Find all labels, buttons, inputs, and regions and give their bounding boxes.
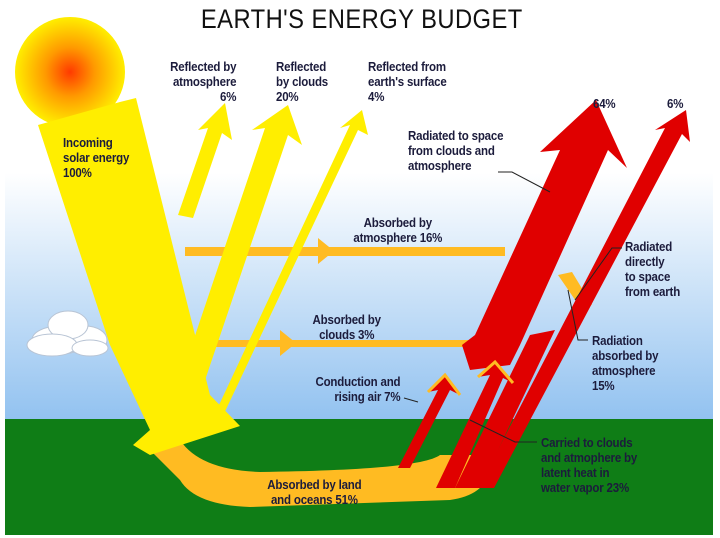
label-reflected-clouds: Reflected by clouds 20% xyxy=(276,60,329,104)
latent-heat-arrow xyxy=(436,330,555,488)
label-64-percent: 64% xyxy=(593,97,616,111)
absorbed-land-band xyxy=(140,440,490,507)
radiated-earth-arrow xyxy=(478,110,690,488)
label-radiated-clouds: Radiated to space from clouds and atmosp… xyxy=(408,129,504,173)
label-absorbed-land: Absorbed by land and oceans 51% xyxy=(267,478,362,507)
absorbed-atmosphere-arrow xyxy=(185,238,505,264)
reflected-atmosphere-arrow xyxy=(178,103,232,218)
label-6-percent: 6% xyxy=(667,97,684,111)
sun xyxy=(15,17,125,127)
absorbed-clouds-arrow xyxy=(195,330,470,356)
label-incoming-solar: Incoming solar energy 100% xyxy=(63,136,130,180)
label-absorbed-atmosphere: Absorbed by atmosphere 16% xyxy=(353,216,443,245)
reflected-surface-arrow xyxy=(212,110,368,420)
label-absorbed-clouds: Absorbed by clouds 3% xyxy=(312,313,381,342)
label-radiation-absorbed: Radiation absorbed by atmosphere 15% xyxy=(592,334,659,393)
label-reflected-atmosphere: Reflected by atmosphere 6% xyxy=(170,60,237,104)
label-conduction: Conduction and rising air 7% xyxy=(315,375,401,404)
label-radiated-directly: Radiated directly to space from earth xyxy=(625,240,681,299)
label-reflected-surface: Reflected from earth's surface 4% xyxy=(368,60,447,104)
radiated-clouds-arrow xyxy=(462,100,627,370)
label-latent-heat: Carried to clouds and atmophere by laten… xyxy=(541,436,638,495)
diagram-title: EARTH'S ENERGY BUDGET xyxy=(200,4,523,34)
reflected-clouds-arrow xyxy=(175,105,302,395)
leader-lines xyxy=(403,171,622,443)
cloud-icon xyxy=(26,310,109,357)
conduction-arrow xyxy=(398,359,515,468)
